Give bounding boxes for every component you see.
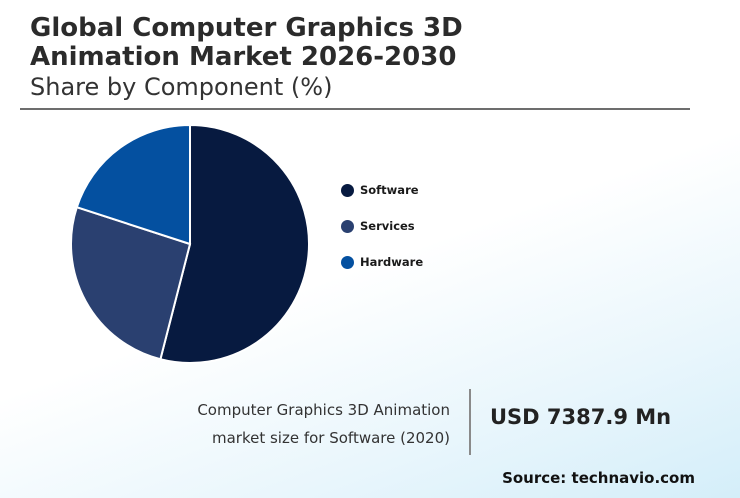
legend-item-hardware: Hardware: [341, 244, 423, 280]
chart-title: Global Computer Graphics 3D Animation Ma…: [30, 14, 463, 72]
source-credit: Source: technavio.com: [502, 469, 695, 487]
legend-dot-software: [341, 183, 354, 197]
chart-legend: Software Services Hardware: [341, 172, 423, 280]
chart-title-line-1: Global Computer Graphics 3D: [30, 13, 463, 43]
chart-title-line-2: Animation Market 2026-2030: [30, 42, 457, 72]
pie-slices: [70, 123, 310, 364]
pie-slice-hardware: [75, 123, 191, 246]
market-size-divider: [469, 389, 471, 455]
market-size-desc-line-1: Computer Graphics 3D Animation: [197, 401, 450, 419]
legend-label-software: Software: [360, 183, 419, 197]
chart-subtitle: Share by Component (%): [30, 73, 333, 101]
market-size-desc-line-2: market size for Software (2020): [211, 429, 450, 447]
legend-item-software: Software: [341, 172, 423, 208]
market-size-value: USD 7387.9 Mn: [490, 405, 672, 429]
pie-chart: [70, 123, 310, 364]
pie-slice-software: [159, 123, 310, 364]
legend-dot-hardware: [341, 255, 354, 269]
header-divider: [20, 108, 690, 110]
legend-label-services: Services: [360, 219, 415, 233]
legend-item-services: Services: [341, 208, 423, 244]
legend-dot-services: [341, 219, 354, 233]
market-size-description: Computer Graphics 3D Animation market si…: [197, 396, 450, 452]
legend-label-hardware: Hardware: [360, 255, 424, 269]
pie-slice-services: [70, 205, 192, 361]
